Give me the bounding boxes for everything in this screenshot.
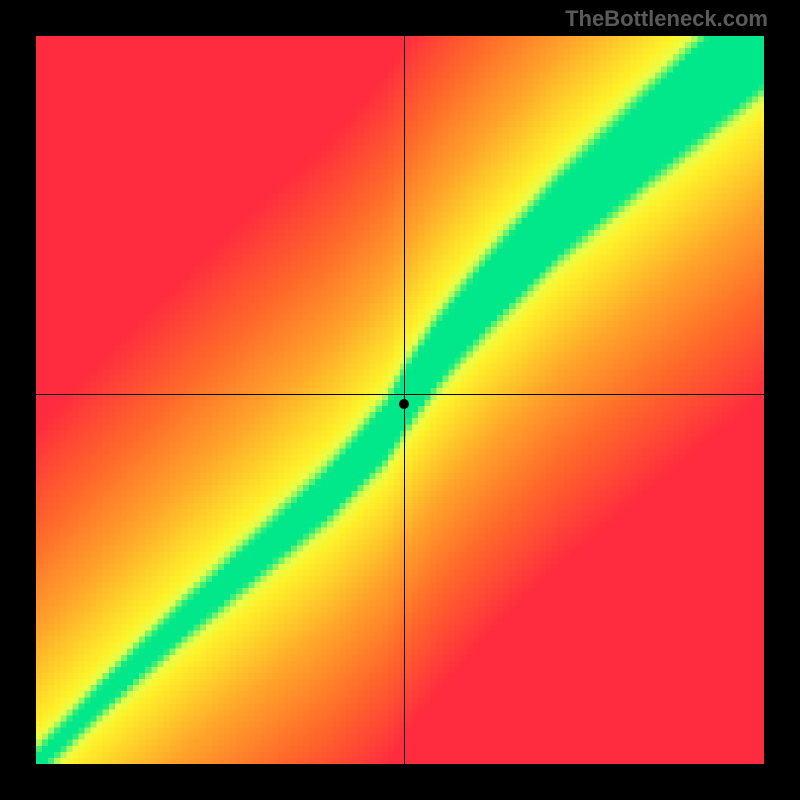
crosshair-horizontal bbox=[36, 394, 764, 395]
watermark-text: TheBottleneck.com bbox=[565, 6, 768, 32]
chart-container: { "watermark": "TheBottleneck.com", "plo… bbox=[0, 0, 800, 800]
marker-dot bbox=[399, 399, 409, 409]
